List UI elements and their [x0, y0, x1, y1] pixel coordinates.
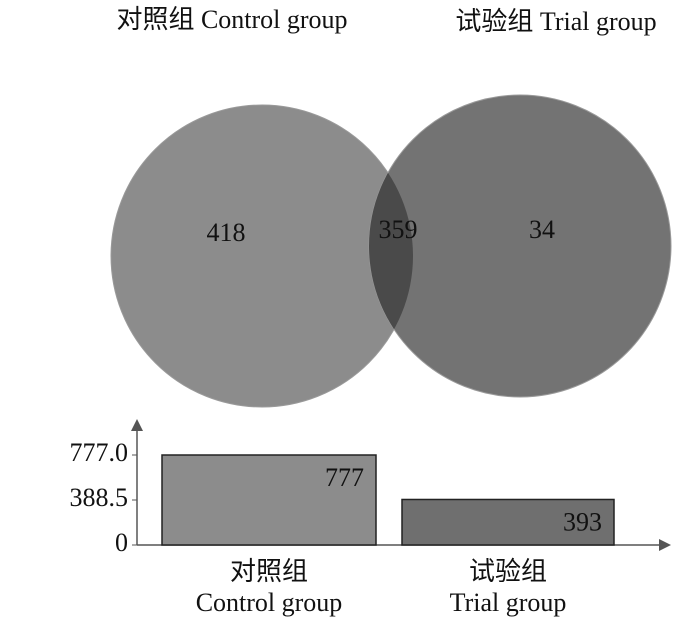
bar [401, 498, 615, 546]
y-tick-label: 0 [115, 528, 128, 557]
set-label: 试验组 Trial group [455, 7, 656, 36]
set-circle [110, 104, 414, 408]
y-tick-label: 777.0 [70, 438, 129, 467]
x-tick-label: Trial group [450, 588, 567, 617]
bar [161, 454, 377, 546]
y-tick-label: 388.5 [70, 483, 129, 512]
region-count: 418 [207, 218, 246, 247]
bar-value: 393 [563, 507, 602, 536]
region-count: 359 [379, 215, 418, 244]
set-circle [368, 94, 672, 398]
x-tick-label: 试验组 [469, 557, 547, 586]
bar-value: 777 [325, 463, 364, 492]
x-tick-label: Control group [196, 588, 343, 617]
region-count: 34 [529, 215, 555, 244]
set-label: 对照组 Control group [116, 5, 347, 34]
x-tick-label: 对照组 [230, 557, 308, 586]
